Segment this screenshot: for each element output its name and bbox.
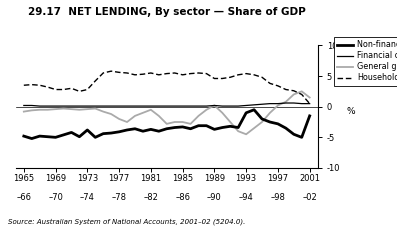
Text: –66: –66 (16, 193, 31, 202)
Y-axis label: %: % (347, 107, 356, 116)
Text: –94: –94 (239, 193, 254, 202)
Text: –70: –70 (48, 193, 63, 202)
Text: –86: –86 (175, 193, 190, 202)
Text: –02: –02 (302, 193, 317, 202)
Text: 29.17  NET LENDING, By sector — Share of GDP: 29.17 NET LENDING, By sector — Share of … (28, 7, 306, 17)
Legend: Non-financial corporations, Financial corporations, General government, Househol: Non-financial corporations, Financial co… (334, 37, 397, 86)
Text: –78: –78 (112, 193, 127, 202)
Text: Source: Australian System of National Accounts, 2001–02 (5204.0).: Source: Australian System of National Ac… (8, 218, 245, 225)
Text: –90: –90 (207, 193, 222, 202)
Text: –82: –82 (143, 193, 158, 202)
Text: –98: –98 (270, 193, 285, 202)
Text: –74: –74 (80, 193, 95, 202)
